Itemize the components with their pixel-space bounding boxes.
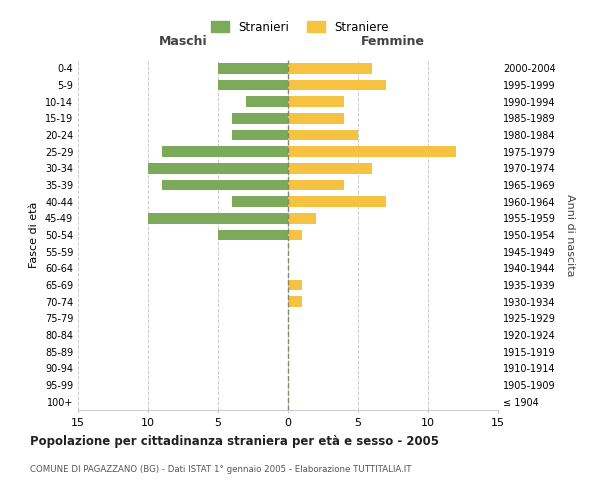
- Bar: [288, 80, 386, 90]
- Bar: [218, 63, 288, 74]
- Bar: [288, 146, 456, 157]
- Legend: Stranieri, Straniere: Stranieri, Straniere: [206, 16, 394, 38]
- Bar: [288, 96, 344, 107]
- Y-axis label: Fasce di età: Fasce di età: [29, 202, 39, 268]
- Bar: [148, 163, 288, 174]
- Bar: [288, 196, 386, 207]
- Bar: [232, 113, 288, 124]
- Bar: [288, 280, 302, 290]
- Bar: [232, 196, 288, 207]
- Bar: [232, 130, 288, 140]
- Text: Maschi: Maschi: [158, 36, 208, 49]
- Y-axis label: Anni di nascita: Anni di nascita: [565, 194, 575, 276]
- Bar: [288, 296, 302, 307]
- Bar: [288, 113, 344, 124]
- Bar: [218, 230, 288, 240]
- Bar: [148, 213, 288, 224]
- Bar: [218, 80, 288, 90]
- Text: COMUNE DI PAGAZZANO (BG) - Dati ISTAT 1° gennaio 2005 - Elaborazione TUTTITALIA.: COMUNE DI PAGAZZANO (BG) - Dati ISTAT 1°…: [30, 465, 412, 474]
- Bar: [288, 230, 302, 240]
- Bar: [288, 163, 372, 174]
- Text: Popolazione per cittadinanza straniera per età e sesso - 2005: Popolazione per cittadinanza straniera p…: [30, 435, 439, 448]
- Bar: [288, 180, 344, 190]
- Bar: [288, 63, 372, 74]
- Bar: [288, 130, 358, 140]
- Bar: [162, 180, 288, 190]
- Bar: [162, 146, 288, 157]
- Bar: [246, 96, 288, 107]
- Text: Femmine: Femmine: [361, 36, 425, 49]
- Bar: [288, 213, 316, 224]
